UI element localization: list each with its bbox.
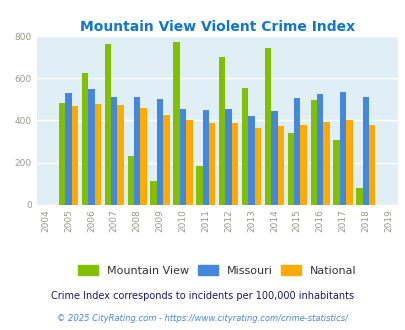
- Bar: [300, 125, 306, 205]
- Bar: [287, 133, 293, 205]
- Bar: [254, 128, 260, 205]
- Bar: [333, 141, 339, 205]
- Bar: [316, 94, 322, 205]
- Bar: [202, 110, 209, 205]
- Bar: [310, 100, 316, 205]
- Bar: [339, 92, 345, 205]
- Bar: [65, 93, 72, 205]
- Bar: [355, 188, 362, 205]
- Bar: [94, 104, 101, 205]
- Bar: [156, 99, 163, 205]
- Bar: [127, 156, 134, 205]
- Bar: [134, 97, 140, 205]
- Bar: [140, 108, 147, 205]
- Bar: [225, 109, 231, 205]
- Bar: [59, 103, 65, 205]
- Text: © 2025 CityRating.com - https://www.cityrating.com/crime-statistics/: © 2025 CityRating.com - https://www.city…: [58, 314, 347, 323]
- Bar: [209, 122, 215, 205]
- Bar: [322, 121, 329, 205]
- Bar: [185, 120, 192, 205]
- Bar: [345, 120, 352, 205]
- Legend: Mountain View, Missouri, National: Mountain View, Missouri, National: [73, 261, 360, 280]
- Bar: [179, 109, 185, 205]
- Bar: [368, 125, 375, 205]
- Bar: [248, 116, 254, 205]
- Bar: [241, 88, 248, 205]
- Bar: [196, 166, 202, 205]
- Bar: [271, 111, 277, 205]
- Bar: [264, 48, 271, 205]
- Bar: [150, 182, 156, 205]
- Bar: [117, 105, 124, 205]
- Bar: [173, 42, 179, 205]
- Bar: [82, 73, 88, 205]
- Bar: [277, 126, 283, 205]
- Bar: [231, 122, 238, 205]
- Bar: [219, 57, 225, 205]
- Text: Crime Index corresponds to incidents per 100,000 inhabitants: Crime Index corresponds to incidents per…: [51, 291, 354, 301]
- Bar: [72, 106, 78, 205]
- Bar: [293, 98, 300, 205]
- Bar: [104, 44, 111, 205]
- Bar: [88, 89, 94, 205]
- Title: Mountain View Violent Crime Index: Mountain View Violent Crime Index: [79, 20, 354, 34]
- Bar: [111, 97, 117, 205]
- Bar: [163, 115, 169, 205]
- Bar: [362, 97, 368, 205]
